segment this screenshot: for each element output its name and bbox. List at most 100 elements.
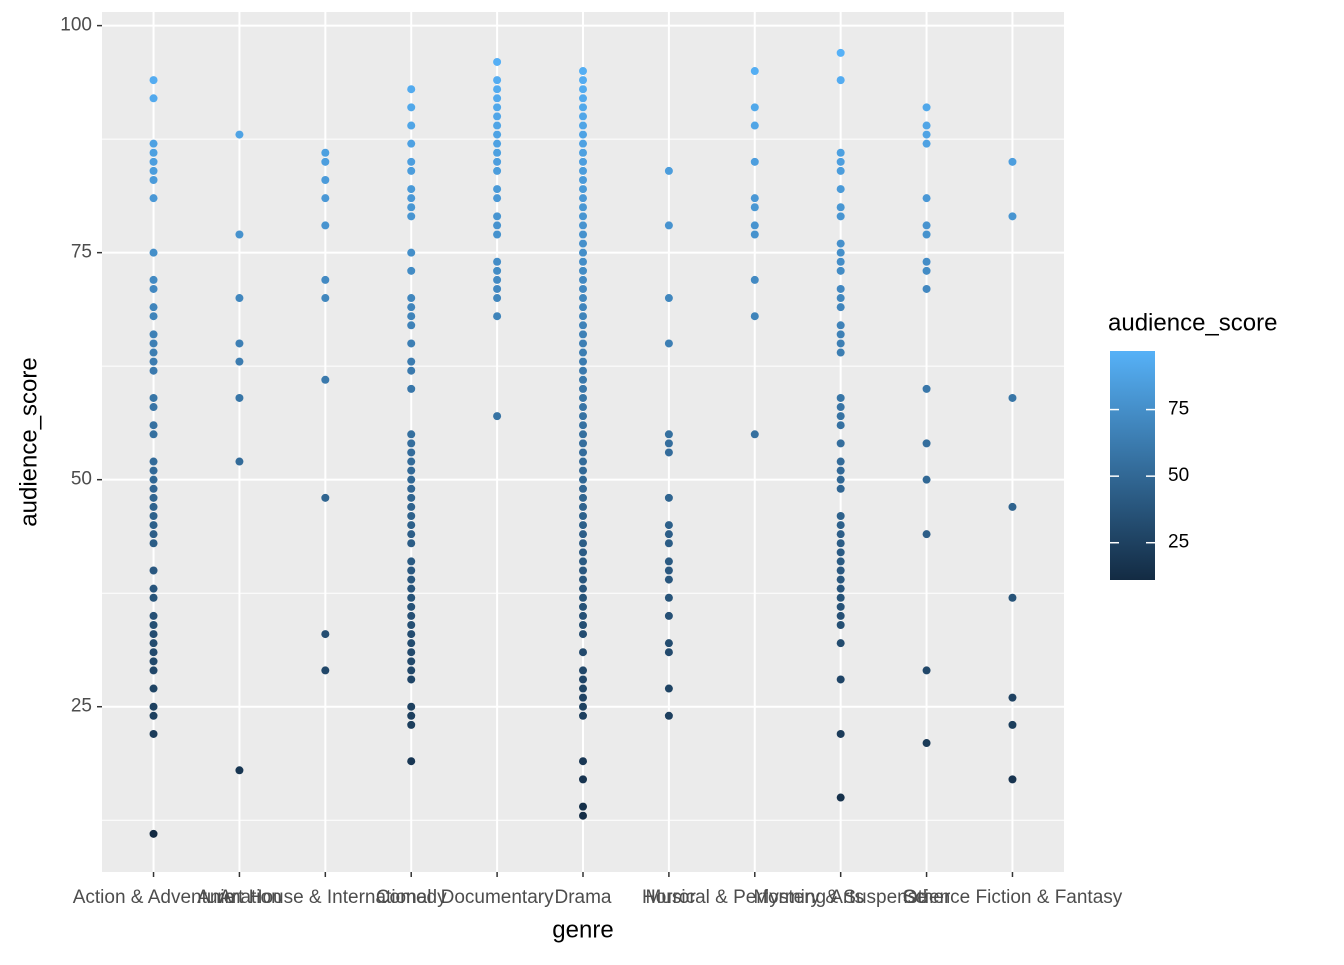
point (579, 684, 587, 693)
point (579, 85, 587, 94)
point (407, 539, 416, 548)
point (836, 348, 845, 357)
point (836, 611, 845, 620)
point (1008, 775, 1017, 784)
point (836, 793, 845, 802)
point (321, 294, 330, 303)
point (579, 176, 587, 185)
point (579, 575, 587, 584)
point (836, 539, 845, 548)
point (149, 493, 158, 502)
point (493, 266, 502, 275)
point (149, 466, 158, 475)
x-tick-label: Drama (554, 887, 611, 908)
point (1008, 212, 1017, 221)
point (321, 176, 330, 185)
point (493, 139, 502, 148)
point (149, 348, 158, 357)
point (836, 439, 845, 448)
point (407, 566, 416, 575)
point (579, 67, 587, 76)
point (579, 221, 587, 230)
point (579, 375, 587, 384)
point (407, 557, 416, 566)
point (407, 484, 416, 493)
point (579, 248, 587, 257)
point (321, 375, 330, 384)
point (922, 103, 931, 112)
point (407, 357, 416, 366)
colorbar (1110, 351, 1155, 580)
point (579, 457, 587, 466)
point (149, 312, 158, 321)
point (922, 284, 931, 293)
point (579, 339, 587, 348)
point (149, 521, 158, 530)
point (149, 639, 158, 648)
point (149, 139, 158, 148)
x-tick-label: Science Fiction & Fantasy (903, 887, 1123, 908)
point (235, 230, 244, 239)
point (664, 166, 673, 175)
point (149, 194, 158, 203)
point (664, 557, 673, 566)
point (836, 639, 845, 648)
point (922, 475, 931, 484)
point (235, 357, 244, 366)
point (664, 611, 673, 620)
point (407, 675, 416, 684)
point (149, 648, 158, 657)
point (407, 366, 416, 375)
point (836, 257, 845, 266)
point (836, 203, 845, 212)
point (407, 666, 416, 675)
point (407, 312, 416, 321)
point (407, 711, 416, 720)
point (579, 203, 587, 212)
point (321, 275, 330, 284)
point (579, 584, 587, 593)
point (149, 593, 158, 602)
point (407, 575, 416, 584)
x-axis-title: genre (552, 916, 613, 943)
point (493, 312, 502, 321)
point (579, 230, 587, 239)
point (579, 521, 587, 530)
x-tick-label: Other (903, 887, 951, 908)
point (149, 684, 158, 693)
y-tick-label: 25 (71, 696, 92, 717)
point (922, 194, 931, 203)
point (579, 757, 587, 766)
point (579, 430, 587, 439)
point (149, 611, 158, 620)
point (579, 121, 587, 130)
point (579, 139, 587, 148)
point (149, 339, 158, 348)
point (836, 521, 845, 530)
point (235, 393, 244, 402)
point (579, 711, 587, 720)
point (922, 139, 931, 148)
point (407, 639, 416, 648)
point (579, 312, 587, 321)
point (922, 384, 931, 393)
x-tick-label: Animation (197, 887, 282, 908)
point (579, 321, 587, 330)
point (836, 593, 845, 602)
point (922, 230, 931, 239)
point (750, 312, 759, 321)
point (579, 548, 587, 557)
point (149, 166, 158, 175)
point (664, 339, 673, 348)
point (579, 421, 587, 430)
point (235, 130, 244, 139)
legend-title: audience_score (1108, 309, 1277, 336)
point (922, 266, 931, 275)
point (149, 630, 158, 639)
point (664, 530, 673, 539)
point (922, 530, 931, 539)
point (579, 112, 587, 121)
point (149, 512, 158, 521)
point (407, 85, 416, 94)
point (579, 357, 587, 366)
